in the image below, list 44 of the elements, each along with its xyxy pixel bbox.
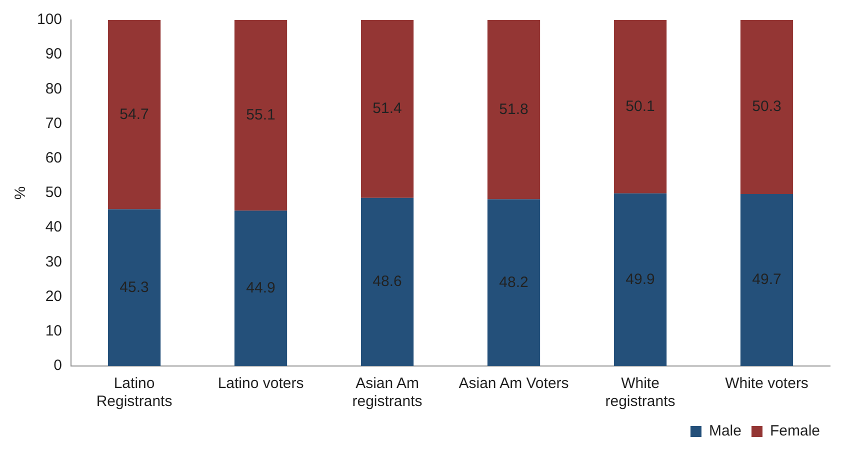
bar bbox=[234, 210, 288, 366]
x-tick-label: Latino voters bbox=[218, 375, 304, 392]
bar bbox=[614, 193, 667, 366]
data-label: 54.7 bbox=[120, 106, 149, 123]
y-tick-label: 40 bbox=[45, 218, 62, 236]
bar bbox=[487, 199, 540, 366]
legend-label: Female bbox=[770, 422, 820, 440]
data-label: 51.8 bbox=[499, 100, 528, 118]
data-label: 51.4 bbox=[372, 100, 402, 118]
y-tick-label: 20 bbox=[45, 288, 62, 305]
y-tick-label: 80 bbox=[45, 80, 62, 98]
data-label: 48.6 bbox=[372, 273, 402, 290]
x-tick-label: Asian Am registrants bbox=[352, 375, 422, 410]
data-label: 55.1 bbox=[246, 106, 276, 124]
x-tick-label: Asian Am Voters bbox=[458, 375, 569, 392]
y-tick-label: 10 bbox=[45, 322, 62, 340]
data-label: 45.3 bbox=[120, 278, 149, 296]
y-tick-label: 30 bbox=[45, 253, 62, 270]
bar bbox=[740, 194, 794, 366]
data-label: 44.9 bbox=[246, 279, 276, 296]
x-tick-label: Latino Registrants bbox=[96, 375, 172, 410]
data-label: 49.7 bbox=[752, 271, 782, 288]
bar bbox=[108, 20, 161, 210]
bar bbox=[360, 20, 414, 198]
bar bbox=[108, 209, 161, 366]
y-tick-label: 60 bbox=[45, 150, 62, 167]
bar bbox=[740, 20, 794, 194]
bar bbox=[487, 20, 540, 200]
data-label: 48.2 bbox=[499, 274, 528, 291]
bar bbox=[614, 20, 667, 194]
y-tick-label: 0 bbox=[54, 357, 62, 374]
data-label: 50.3 bbox=[752, 98, 782, 116]
x-tick-label: White registrants bbox=[605, 375, 676, 410]
y-tick-label: 90 bbox=[45, 46, 62, 63]
bar bbox=[360, 198, 414, 366]
bar bbox=[234, 20, 288, 211]
y-tick-label: 100 bbox=[36, 11, 62, 28]
y-axis-title: % bbox=[12, 186, 30, 200]
legend-label: Male bbox=[708, 422, 742, 440]
y-tick-label: 50 bbox=[45, 184, 62, 202]
x-tick-label: White voters bbox=[725, 375, 808, 392]
data-label: 49.9 bbox=[626, 270, 655, 288]
data-label: 50.1 bbox=[626, 98, 655, 115]
y-tick-label: 70 bbox=[45, 114, 62, 132]
